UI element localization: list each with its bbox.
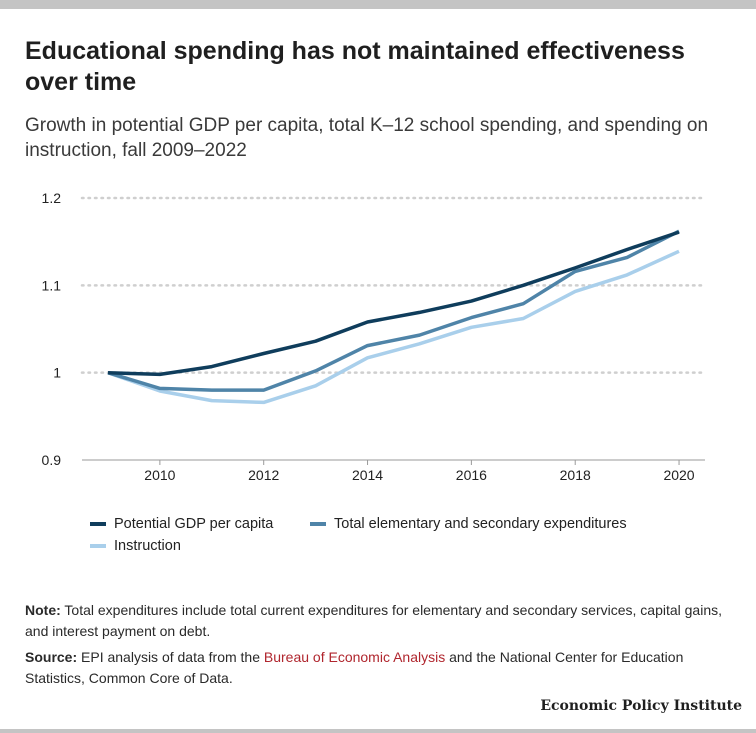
grid-lines xyxy=(80,196,707,374)
legend-item-total-expenditures: Total elementary and secondary expenditu… xyxy=(310,516,627,532)
legend-label-total-expenditures: Total elementary and secondary expenditu… xyxy=(334,516,627,532)
legend-swatch-instruction xyxy=(90,544,106,548)
chart-title: Educational spending has not maintained … xyxy=(25,37,685,96)
y-axis-ticks: 0.9 1 1.1 1.2 xyxy=(42,190,62,468)
top-border xyxy=(0,0,756,9)
chart-subtitle: Growth in potential GDP per capita, tota… xyxy=(25,115,709,161)
source: Source: EPI analysis of data from the Bu… xyxy=(25,647,735,689)
x-tick-label: 2016 xyxy=(456,467,487,480)
y-tick-label: 1.2 xyxy=(42,190,62,206)
x-tick-label: 2014 xyxy=(352,467,383,480)
x-tick-label: 2020 xyxy=(663,467,694,480)
x-tick-label: 2010 xyxy=(144,467,175,480)
note-text: Total expenditures include total current… xyxy=(25,602,723,639)
line-chart: 0.9 1 1.1 1.2 2010 2012 2014 2016 2018 2020 xyxy=(42,190,707,480)
legend-item-gdp: Potential GDP per capita xyxy=(90,516,273,532)
source-text-pre: EPI analysis of data from the xyxy=(77,649,264,665)
y-tick-label: 1 xyxy=(53,365,61,381)
source-text-post: and the National Center for Education St… xyxy=(25,649,684,686)
bottom-border xyxy=(0,729,756,733)
x-tick-label: 2018 xyxy=(560,467,591,480)
source-link-bea[interactable]: Bureau of Economic Analysis xyxy=(263,649,446,665)
legend-label-instruction: Instruction xyxy=(114,538,181,554)
brand-logo-text: Economic Policy Institute xyxy=(540,698,742,714)
series-lines xyxy=(107,229,680,405)
source-label: Source: xyxy=(25,649,78,665)
note-label: Note: xyxy=(25,602,61,618)
series-line-instruction xyxy=(107,249,680,405)
series-line-total-expenditures xyxy=(107,229,680,392)
legend-item-instruction: Instruction xyxy=(90,538,181,554)
x-tick-label: 2012 xyxy=(248,467,279,480)
legend-swatch-total-expenditures xyxy=(310,522,326,526)
legend-swatch-gdp xyxy=(90,522,106,526)
y-tick-label: 1.1 xyxy=(42,277,62,293)
y-tick-label: 0.9 xyxy=(42,452,62,468)
note: Note: Total expenditures include total c… xyxy=(25,600,735,642)
legend-label-gdp: Potential GDP per capita xyxy=(114,516,274,532)
x-axis-ticks: 2010 2012 2014 2016 2018 2020 xyxy=(144,460,695,480)
series-line-gdp xyxy=(107,230,680,377)
